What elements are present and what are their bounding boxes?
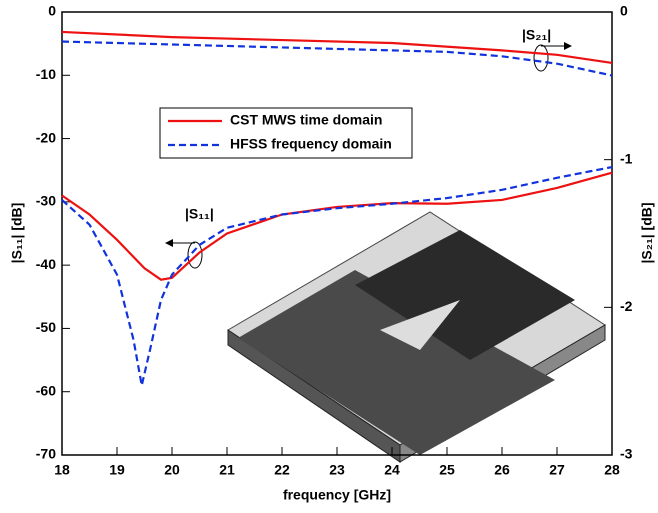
series-line bbox=[62, 42, 612, 76]
x-tick-label: 26 bbox=[494, 462, 510, 478]
y2-axis-label: |S₂₁| [dB] bbox=[639, 202, 655, 263]
y2-tick-label: 0 bbox=[620, 3, 628, 19]
annotation-ellipse bbox=[188, 242, 202, 268]
x-tick-label: 18 bbox=[54, 462, 70, 478]
y-tick-label: -10 bbox=[36, 66, 56, 82]
y-tick-label: -70 bbox=[36, 446, 56, 462]
y2-tick-label: -1 bbox=[620, 150, 633, 166]
x-tick-label: 19 bbox=[109, 462, 125, 478]
x-tick-label: 24 bbox=[384, 462, 400, 478]
y-tick-label: -60 bbox=[36, 382, 56, 398]
y-tick-label: -20 bbox=[36, 129, 56, 145]
x-axis-label: frequency [GHz] bbox=[283, 487, 391, 503]
y2-tick-label: -3 bbox=[620, 446, 633, 462]
x-tick-label: 22 bbox=[274, 462, 290, 478]
x-tick-label: 27 bbox=[549, 462, 565, 478]
y2-tick-label: -2 bbox=[620, 298, 633, 314]
y-tick-label: 0 bbox=[48, 3, 56, 19]
inset-pcb bbox=[228, 212, 605, 462]
x-tick-label: 23 bbox=[329, 462, 345, 478]
x-tick-label: 20 bbox=[164, 462, 180, 478]
legend-label: CST MWS time domain bbox=[230, 112, 382, 128]
legend-label: HFSS frequency domain bbox=[230, 136, 392, 152]
arrowhead bbox=[165, 239, 173, 247]
x-tick-label: 25 bbox=[439, 462, 455, 478]
annotation-ellipse bbox=[534, 45, 548, 71]
y-tick-label: -30 bbox=[36, 193, 56, 209]
annotation: |S₁₁| bbox=[185, 206, 214, 222]
y-tick-label: -40 bbox=[36, 256, 56, 272]
series-line bbox=[62, 173, 612, 280]
x-tick-label: 28 bbox=[604, 462, 620, 478]
y-tick-label: -50 bbox=[36, 319, 56, 335]
annotation: |S₂₁| bbox=[522, 27, 551, 43]
arrowhead bbox=[564, 42, 572, 50]
chart: frequency [GHz] |S₁₁| [dB] |S₂₁| [dB] |S… bbox=[0, 0, 658, 508]
x-tick-label: 21 bbox=[219, 462, 235, 478]
y-axis-label: |S₁₁| [dB] bbox=[9, 203, 25, 264]
